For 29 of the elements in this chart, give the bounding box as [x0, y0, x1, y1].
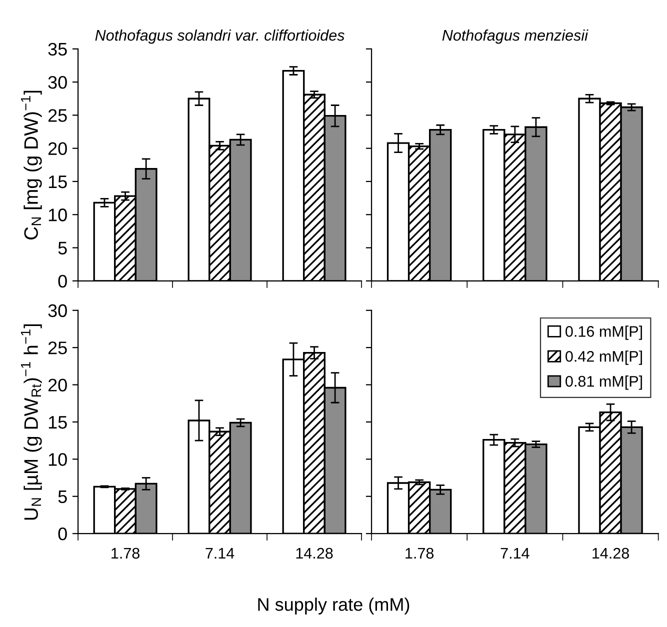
- x-tick-label: 14.28: [296, 548, 333, 559]
- y-tick-label: 10: [48, 453, 67, 466]
- y-tick-label: 20: [48, 142, 67, 156]
- legend-label: 0.81 mM[P]: [566, 376, 642, 390]
- y-tick-label: 15: [48, 176, 67, 188]
- chart-title: Nothofagus solandri var. cliffortioides: [95, 30, 344, 44]
- x-tick-label: 7.14: [206, 548, 234, 559]
- x-tick-label: 7.14: [500, 548, 530, 559]
- y-tick-label: 5: [58, 242, 67, 254]
- y-tick-label: 0: [58, 274, 67, 288]
- y-tick-label: 5: [58, 490, 67, 504]
- y-tick-label: 0: [58, 528, 67, 540]
- x-axis-title: N supply rate (mM): [258, 598, 410, 614]
- y-tick-label: 30: [48, 76, 67, 89]
- y-tick-label: 20: [48, 378, 67, 392]
- x-tick-label: 1.78: [112, 548, 140, 559]
- y-tick-label: 25: [48, 342, 67, 354]
- chart-title: Nothofagus menziesii: [442, 30, 588, 44]
- text: U$_{N}$ [µM (g DW$_{Rt}$)$^{−1}$ h$^{−1}$]: [20, 324, 42, 520]
- x-tick-label: 1.78: [406, 548, 434, 559]
- y-tick-label: 10: [48, 208, 67, 222]
- y-tick-label: 15: [48, 416, 67, 429]
- legend-label: 0.16 mM[P]: [566, 326, 642, 340]
- x-tick-label: 14.28: [592, 548, 629, 559]
- y-tick-label: 25: [48, 109, 67, 122]
- y-axis-title: C$_{N}$ [mg (g DW)$^{−1}$]: [20, 90, 42, 240]
- legend-label: 0.42 mM[P]: [566, 350, 642, 365]
- y-tick-label: 30: [48, 304, 67, 318]
- y-tick-label: 35: [48, 42, 67, 56]
